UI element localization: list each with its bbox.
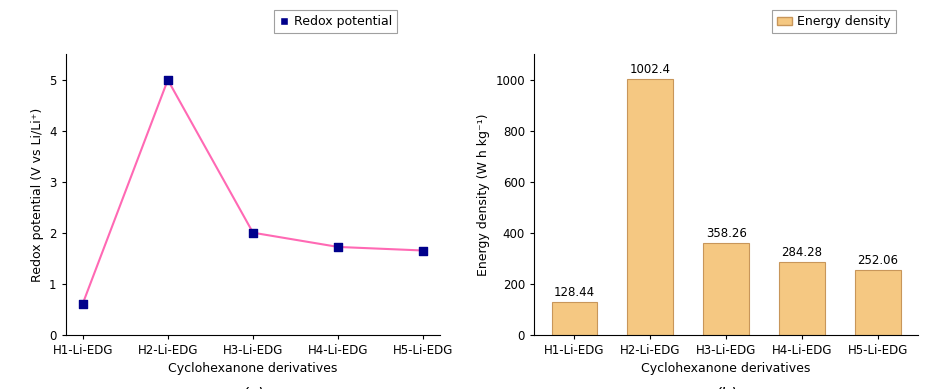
- Text: 358.26: 358.26: [705, 227, 746, 240]
- Text: 1002.4: 1002.4: [629, 63, 670, 76]
- Point: [160, 77, 175, 83]
- Y-axis label: Redox potential (V vs Li/Li⁺): Redox potential (V vs Li/Li⁺): [31, 107, 43, 282]
- Text: (b): (b): [713, 387, 738, 389]
- Bar: [551, 302, 596, 335]
- Point: [330, 244, 345, 250]
- Point: [245, 230, 260, 236]
- X-axis label: Cyclohexanone derivatives: Cyclohexanone derivatives: [168, 362, 337, 375]
- Y-axis label: Energy density (W h kg⁻¹): Energy density (W h kg⁻¹): [476, 113, 490, 276]
- Text: (a): (a): [241, 387, 264, 389]
- Legend: Redox potential: Redox potential: [273, 10, 397, 33]
- Point: [75, 301, 90, 307]
- Text: 284.28: 284.28: [781, 246, 822, 259]
- X-axis label: Cyclohexanone derivatives: Cyclohexanone derivatives: [641, 362, 810, 375]
- Bar: [703, 244, 748, 335]
- Point: [416, 247, 431, 254]
- Bar: [779, 262, 824, 335]
- Legend: Energy density: Energy density: [771, 10, 895, 33]
- Bar: [855, 270, 899, 335]
- Bar: [627, 79, 672, 335]
- Text: 252.06: 252.06: [856, 254, 898, 267]
- Text: 128.44: 128.44: [553, 286, 594, 299]
